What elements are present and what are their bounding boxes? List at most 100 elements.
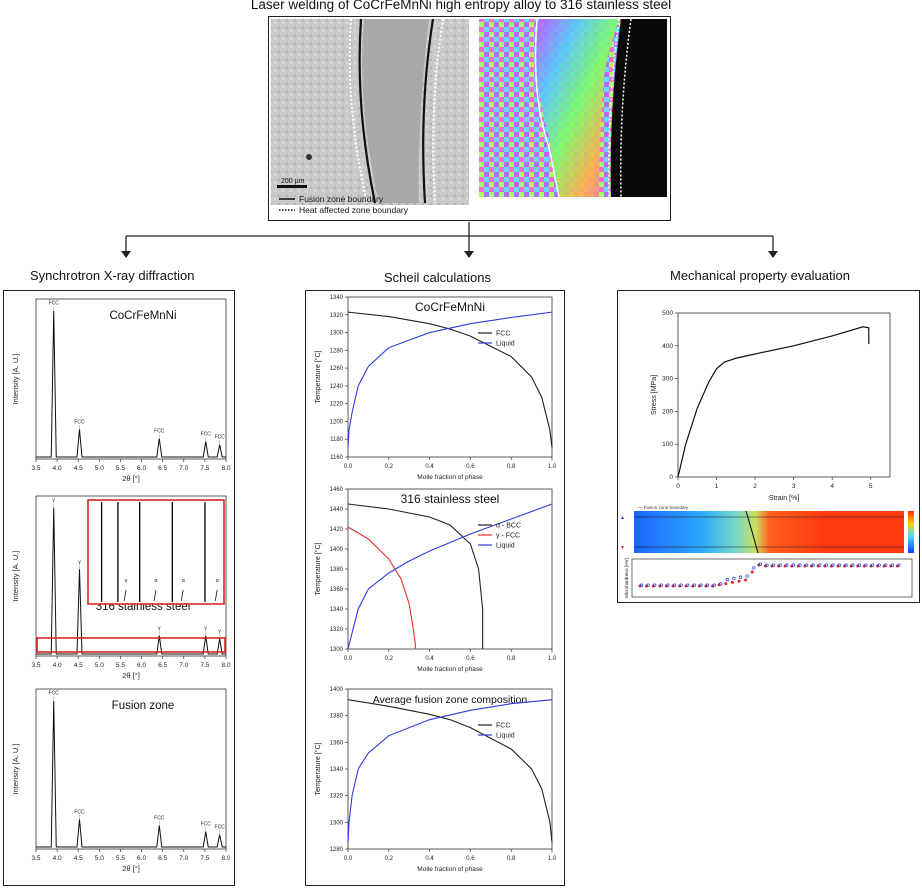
scheil-ytick-label: 1460 <box>330 487 344 493</box>
hardness-point-red <box>876 564 880 568</box>
micrograph-panel: 200 µm Fusion zone boundary Heat affecte… <box>268 16 671 221</box>
scheil-xtick-label: 0.6 <box>466 856 475 862</box>
hardness-point-red <box>697 584 701 588</box>
scheil-ytick-label: 1160 <box>330 455 344 461</box>
xrd-pattern-line <box>36 700 226 848</box>
hardness-point-red <box>664 584 668 588</box>
scheil-ytick-label: 1320 <box>330 313 344 319</box>
xrd-peak-label: FCC <box>201 432 212 438</box>
xrd-axes-frame <box>35 495 227 657</box>
hardness-point-blue <box>705 583 710 587</box>
hardness-point-red <box>823 564 827 568</box>
xrd-xtick-label: 4.0 <box>53 662 62 669</box>
xrd-xlabel: 2θ [°] <box>122 864 140 873</box>
scheil-panel-0: 1160 1180 1200 1220 1240 1260 1280 1300 1320 1340… <box>314 295 557 481</box>
tensile-ytick-label: 100 <box>662 441 673 448</box>
xrd-peak-label: FCC <box>215 435 226 441</box>
hardness-point-red <box>836 564 840 568</box>
hardness-profile-frame <box>631 558 913 598</box>
xrd-xtick-label: 5.5 <box>116 465 125 472</box>
hardness-marker-blue: ▲ <box>620 515 625 521</box>
scheil-legend-label: FCC <box>496 331 510 338</box>
hardness-point-blue <box>818 563 822 567</box>
xrd-xtick-label: 8.0 <box>221 662 230 669</box>
scheil-xtick-label: 1.0 <box>548 656 557 662</box>
mech-box: 0 100 200 300 400 500 0 1 2 3 4 5 Strain [%] Stress [… <box>617 290 920 603</box>
scheil-panel-title: Average fusion zone composition <box>373 694 528 706</box>
scheil-xtick-label: 1.0 <box>548 856 557 862</box>
section-title-mech: Mechanical property evaluation <box>670 268 850 283</box>
xrd-highlight-band <box>36 637 226 653</box>
scheil-xtick-label: 0.8 <box>507 656 516 662</box>
scheil-legend-label: γ - FCC <box>496 533 520 540</box>
xrd-pattern-line <box>36 507 226 655</box>
xrd-xtick-label: 3.5 <box>31 855 40 862</box>
xrd-peak-label: FCC <box>154 815 165 821</box>
hardness-point-blue <box>752 566 756 570</box>
scale-label: 200 µm <box>281 178 305 185</box>
xrd-zoom-inset <box>87 499 225 605</box>
scheil-panel-2: 1280 1300 1320 1340 1360 1380 1400 0.0 0.2 0.4 0.6… <box>314 687 557 873</box>
scheil-ytick-label: 1280 <box>330 847 344 853</box>
hardness-point-blue <box>884 563 888 567</box>
tensile-ytick-label: 500 <box>662 310 673 317</box>
scheil-ytick-label: 1380 <box>330 714 344 720</box>
xrd-panel-0: 3.5 4.0 4.5 5.0 5.5 6.0 6.5 7.0 7.5 8.0 2θ [°] Inte… <box>11 298 231 483</box>
arrow-mech <box>768 251 778 258</box>
hardness-point-red <box>849 564 853 568</box>
xrd-xtick-label: 4.5 <box>74 465 83 472</box>
xrd-xtick-label: 4.0 <box>53 465 62 472</box>
scheil-series-line <box>347 311 553 449</box>
xrd-box: 3.5 4.0 4.5 5.0 5.5 6.0 6.5 7.0 7.5 8.0 2θ [°] Inte… <box>3 290 235 886</box>
hardness-point-blue <box>672 583 677 587</box>
xrd-peak-label: FCC <box>49 691 60 697</box>
xrd-peak-label: γ <box>218 629 221 635</box>
xrd-panel-title: Fusion zone <box>112 700 175 712</box>
hardness-point-red <box>744 578 748 582</box>
xrd-peak-label: FCC <box>74 809 85 815</box>
hardness-point-blue <box>857 563 861 567</box>
scheil-series-line <box>347 526 416 649</box>
hardness-point-blue <box>732 576 736 581</box>
hardness-point-blue <box>870 563 875 567</box>
xrd-inset-small-peak <box>153 589 157 602</box>
xrd-charts: 3.5 4.0 4.5 5.0 5.5 6.0 6.5 7.0 7.5 8.0 2θ [°] Inte… <box>11 298 231 873</box>
hardness-point-blue <box>659 583 663 587</box>
xrd-xtick-label: 8.0 <box>221 855 230 862</box>
xrd-inset-label: α <box>182 578 186 584</box>
scheil-panel-title: CoCrFeMnNi <box>415 300 485 314</box>
xrd-peak-label: FCC <box>154 429 165 435</box>
hardness-point-blue <box>778 563 782 567</box>
hardness-ylabel: Microhardness [HV] <box>624 558 629 598</box>
hardness-point-red <box>658 584 662 588</box>
hardness-fusion-line <box>745 510 759 554</box>
hardness-point-red <box>869 564 873 568</box>
tensile-ytick-label: 400 <box>662 343 673 350</box>
xrd-xlabel: 2θ [°] <box>122 474 140 483</box>
scheil-xtick-label: 0.2 <box>385 856 394 862</box>
xrd-xtick-label: 6.0 <box>137 855 146 862</box>
xrd-xtick-label: 7.5 <box>200 662 209 669</box>
scheil-ylabel: Temperature [°C] <box>314 542 322 595</box>
scheil-ytick-label: 1320 <box>330 627 344 633</box>
scheil-xlabel: Molle fraction of phase <box>417 474 483 481</box>
legend-haz-boundary: Heat affected zone boundary <box>299 205 409 215</box>
xrd-panel-1: 3.5 4.0 4.5 5.0 5.5 6.0 6.5 7.0 7.5 8.0 2θ [°] Inte… <box>11 495 231 680</box>
xrd-peak-label: FCC <box>215 825 226 831</box>
micrograph-svg: 200 µm Fusion zone boundary Heat affecte… <box>271 18 667 215</box>
hardness-point-red <box>730 580 734 584</box>
hardness-point-red <box>704 584 708 588</box>
hardness-point-red <box>882 564 886 568</box>
hardness-point-blue <box>712 583 716 587</box>
tensile-xtick-label: 2 <box>753 483 757 490</box>
scheil-xtick-label: 0.0 <box>344 656 353 662</box>
xrd-ylabel: Intensity [A. U.] <box>11 354 20 405</box>
tensile-xtick-label: 0 <box>676 483 680 490</box>
hardness-point-red <box>651 584 655 588</box>
scheil-xtick-label: 0.2 <box>385 464 394 470</box>
hardness-point-blue <box>897 563 901 567</box>
scheil-ytick-label: 1360 <box>330 587 344 593</box>
hardness-point-red <box>638 584 642 588</box>
scheil-ytick-label: 1220 <box>330 402 344 408</box>
scheil-ytick-label: 1420 <box>330 527 344 533</box>
